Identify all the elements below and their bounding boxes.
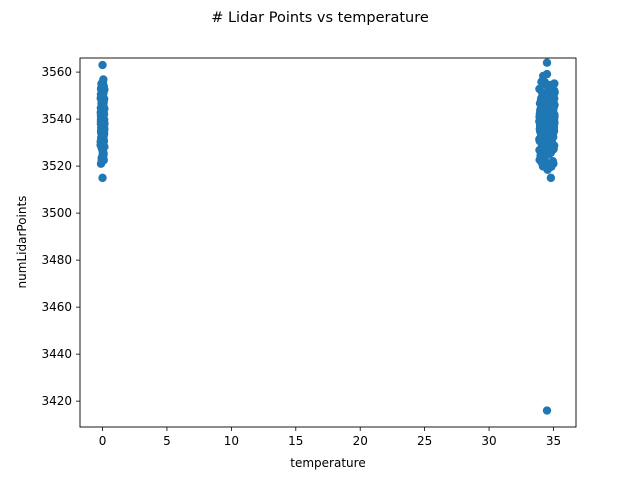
data-point	[99, 131, 108, 141]
data-point	[544, 140, 554, 149]
y-tick-label: 3500	[41, 206, 72, 220]
x-tick-label: 15	[288, 434, 303, 448]
y-tick-label: 3540	[41, 112, 72, 126]
x-tick-label: 25	[417, 434, 432, 448]
data-point	[97, 82, 106, 91]
y-tick-label: 3460	[41, 300, 72, 314]
chart-title: # Lidar Points vs temperature	[211, 10, 429, 26]
data-point	[546, 173, 556, 183]
data-point	[548, 112, 557, 121]
data-point	[98, 173, 107, 183]
x-tick-label: 0	[99, 434, 107, 448]
data-point	[538, 71, 548, 81]
x-tick-label: 20	[353, 434, 368, 448]
data-point	[545, 146, 554, 156]
plot-frame	[79, 57, 577, 428]
points-layer	[96, 58, 559, 415]
x-axis-label: temperature	[290, 456, 365, 470]
data-point	[537, 157, 547, 167]
y-tick-label: 3420	[41, 394, 72, 408]
data-point	[542, 406, 552, 415]
data-point	[541, 80, 551, 89]
data-point	[99, 150, 108, 159]
data-point	[546, 103, 556, 113]
data-point	[549, 90, 558, 100]
data-point	[544, 127, 553, 137]
data-point	[98, 124, 108, 133]
y-tick-label: 3440	[41, 347, 72, 361]
data-point	[535, 117, 544, 126]
data-point	[537, 88, 547, 97]
data-point	[548, 156, 558, 166]
y-tick-label: 3480	[41, 253, 72, 267]
data-point	[99, 110, 109, 119]
data-point	[536, 136, 545, 146]
x-tick-label: 30	[481, 434, 496, 448]
y-tick-label: 3520	[41, 159, 72, 173]
x-axis: 0 5 10 15 20 25 30 35	[99, 427, 561, 448]
data-point	[542, 58, 552, 67]
y-tick-label: 3560	[41, 65, 72, 79]
x-tick-label: 5	[163, 434, 171, 448]
data-point	[98, 60, 107, 70]
data-point	[536, 151, 545, 160]
y-axis-label: numLidarPoints	[15, 196, 29, 289]
data-point	[549, 132, 558, 142]
data-point	[99, 101, 108, 111]
x-tick-label: 10	[224, 434, 239, 448]
x-tick-label: 35	[546, 434, 561, 448]
data-point	[539, 108, 548, 117]
y-axis: 3420 3440 3460 3480 3500 3520 3540 3560	[41, 65, 80, 408]
